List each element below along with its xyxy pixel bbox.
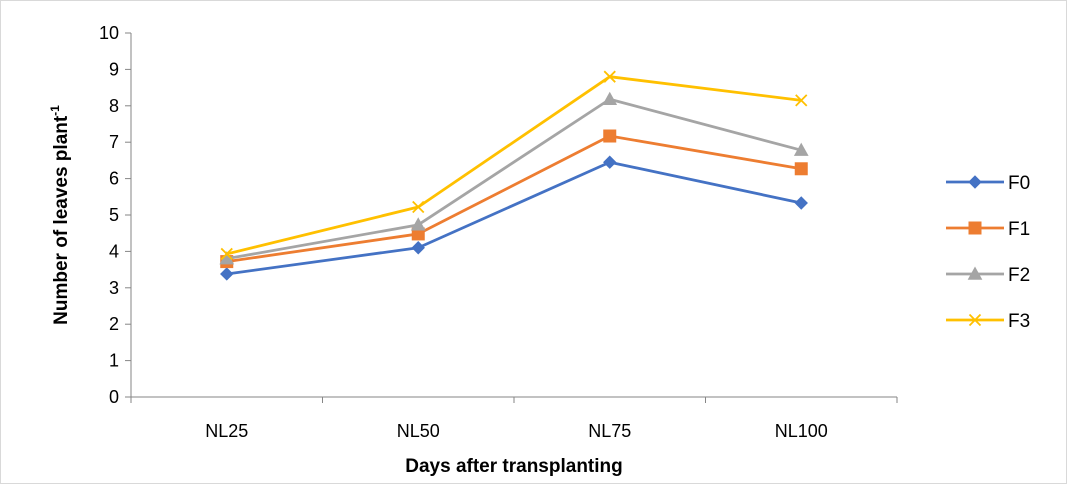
y-tick-label: 2 <box>109 314 119 334</box>
axes <box>130 33 897 398</box>
legend-marker <box>967 266 983 280</box>
x-ticks: NL25 NL50 NL75 NL100 <box>130 397 898 441</box>
data-point <box>411 241 425 255</box>
legend-item-f1: F1 <box>946 219 1030 240</box>
data-point <box>793 142 809 156</box>
legend-item-f2: F2 <box>946 265 1030 286</box>
legend-label: F2 <box>1008 265 1030 286</box>
legend-label: F3 <box>1008 311 1030 332</box>
data-point <box>603 70 616 83</box>
y-tick-label: 3 <box>109 278 119 298</box>
y-axis-title-text: Number of leaves plant <box>51 115 72 325</box>
series-line <box>226 97 802 261</box>
x-tick-label: NL75 <box>588 421 631 441</box>
y-axis-title: Number of leaves plant-1 <box>48 105 72 325</box>
x-axis-title: Days after transplanting <box>405 456 623 477</box>
data-point <box>410 217 426 231</box>
data-point <box>412 200 425 214</box>
data-point <box>220 247 233 261</box>
data-point <box>794 162 808 176</box>
series-f3 <box>220 70 808 261</box>
data-point <box>602 91 618 105</box>
y-tick-label: 5 <box>109 205 119 225</box>
legend: F0 F1 F2 F3 <box>946 173 1030 332</box>
legend-marker <box>968 175 982 189</box>
y-tick-label: 1 <box>109 351 119 371</box>
series-f2 <box>219 91 809 265</box>
y-tick-label: 7 <box>109 132 119 152</box>
series-layer <box>219 70 809 281</box>
series-line <box>226 75 802 256</box>
data-point <box>795 94 808 107</box>
y-tick-label: 8 <box>109 96 119 116</box>
legend-item-f0: F0 <box>946 173 1030 194</box>
legend-label: F1 <box>1008 219 1030 240</box>
y-axis-title-superscript: -1 <box>48 105 62 116</box>
legend-marker <box>968 313 982 327</box>
y-ticks: 0 1 2 3 4 5 6 7 8 9 10 <box>99 23 131 407</box>
x-tick-label: NL50 <box>397 421 440 441</box>
x-tick-label: NL100 <box>775 421 828 441</box>
data-point <box>603 129 617 143</box>
y-tick-label: 4 <box>109 241 119 261</box>
data-point <box>794 196 808 210</box>
data-point <box>603 155 617 169</box>
legend-label: F0 <box>1008 173 1030 194</box>
series-line <box>226 160 802 276</box>
y-tick-label: 9 <box>109 59 119 79</box>
data-point <box>220 267 234 281</box>
y-tick-label: 0 <box>109 387 119 407</box>
x-tick-label: NL25 <box>205 421 248 441</box>
series-line <box>226 134 802 263</box>
y-tick-label: 10 <box>99 23 119 43</box>
legend-item-f3: F3 <box>946 311 1030 332</box>
y-tick-label: 6 <box>109 169 119 189</box>
series-f1 <box>220 129 808 269</box>
series-f0 <box>220 155 808 281</box>
legend-marker <box>968 221 982 235</box>
